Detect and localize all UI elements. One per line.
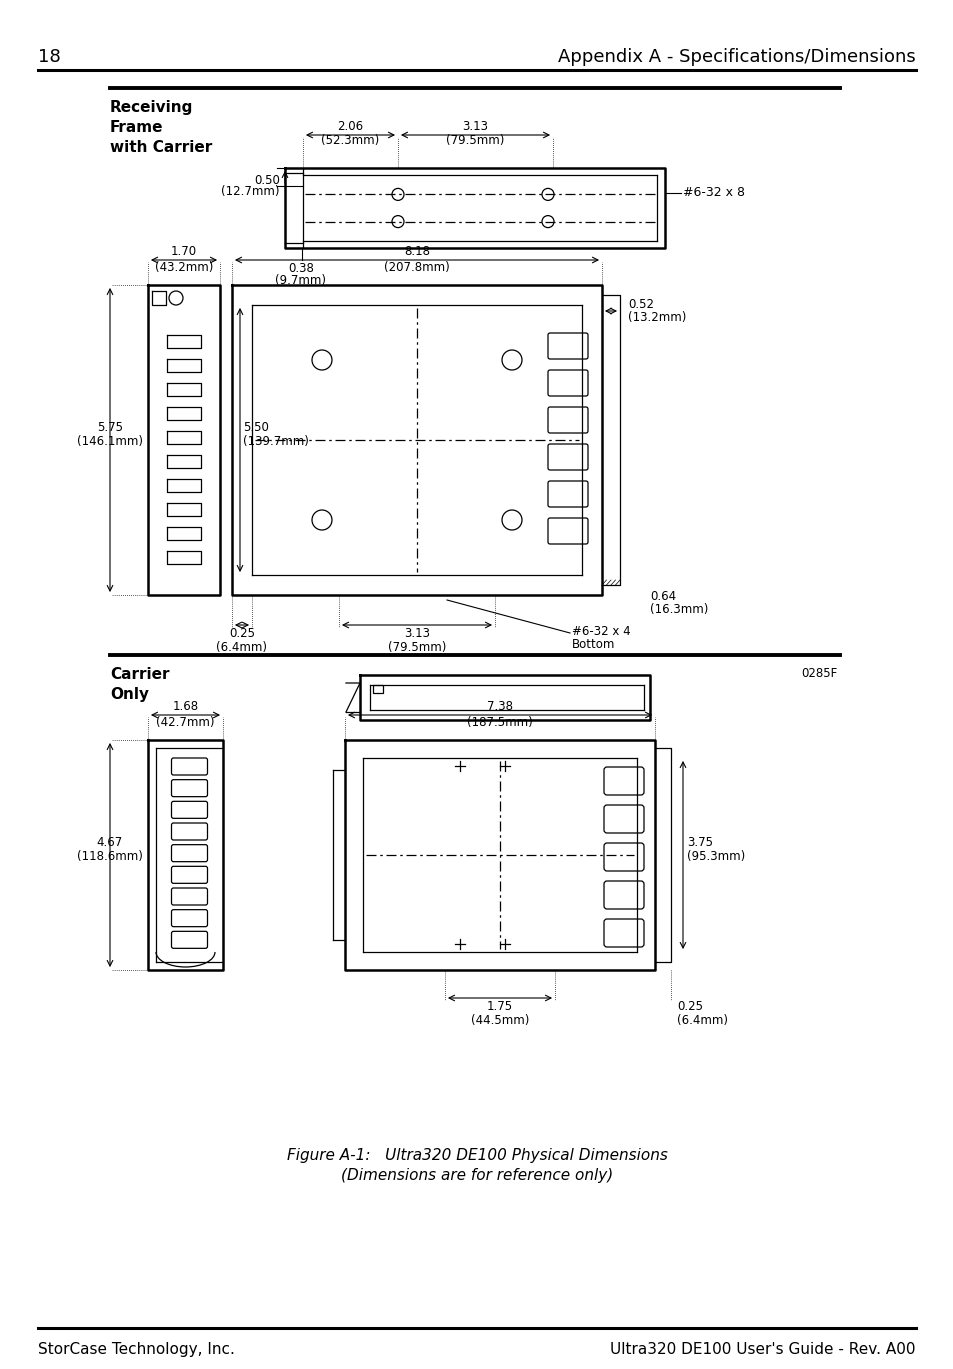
- Bar: [373, 684, 382, 693]
- Text: 3.13: 3.13: [462, 120, 488, 133]
- Text: 2.06: 2.06: [337, 120, 363, 133]
- Text: 0285F: 0285F: [801, 667, 837, 680]
- Text: 7.38: 7.38: [486, 700, 513, 713]
- Text: (79.5mm): (79.5mm): [446, 134, 504, 146]
- Text: Bottom: Bottom: [572, 638, 615, 652]
- Text: (13.2mm): (13.2mm): [627, 312, 685, 324]
- Text: 0.64: 0.64: [649, 590, 676, 602]
- Text: #6-32 x 8: #6-32 x 8: [682, 186, 744, 200]
- Text: 0.25: 0.25: [229, 627, 254, 639]
- Text: 4.67: 4.67: [97, 836, 123, 849]
- Text: (44.5mm): (44.5mm): [471, 1014, 529, 1027]
- Text: (187.5mm): (187.5mm): [467, 716, 533, 730]
- Text: 8.18: 8.18: [403, 245, 430, 257]
- Text: 1.68: 1.68: [172, 700, 198, 713]
- Text: (139.7mm): (139.7mm): [243, 435, 309, 448]
- Text: (43.2mm): (43.2mm): [154, 261, 213, 274]
- Text: (118.6mm): (118.6mm): [77, 850, 143, 862]
- Text: (42.7mm): (42.7mm): [156, 716, 214, 730]
- Text: (79.5mm): (79.5mm): [388, 641, 446, 654]
- Text: StorCase Technology, Inc.: StorCase Technology, Inc.: [38, 1342, 234, 1357]
- Text: (95.3mm): (95.3mm): [686, 850, 744, 862]
- Text: 0.38: 0.38: [288, 261, 314, 275]
- Text: 0.52: 0.52: [627, 298, 654, 312]
- Text: (12.7mm): (12.7mm): [221, 186, 280, 199]
- Text: (16.3mm): (16.3mm): [649, 602, 708, 616]
- Text: Figure A-1:   Ultra320 DE100 Physical Dimensions: Figure A-1: Ultra320 DE100 Physical Dime…: [286, 1149, 667, 1164]
- Text: 1.75: 1.75: [486, 999, 513, 1013]
- Text: 5.50: 5.50: [243, 422, 269, 434]
- Text: (6.4mm): (6.4mm): [677, 1014, 727, 1027]
- Text: 1.70: 1.70: [171, 245, 197, 257]
- Text: 0.50: 0.50: [253, 174, 280, 186]
- Text: 0.25: 0.25: [677, 999, 702, 1013]
- Text: Appendix A - Specifications/Dimensions: Appendix A - Specifications/Dimensions: [558, 48, 915, 66]
- Text: #6-32 x 4: #6-32 x 4: [572, 626, 630, 638]
- Text: 3.75: 3.75: [686, 836, 712, 849]
- Text: (6.4mm): (6.4mm): [216, 641, 267, 654]
- Text: Carrier
Only: Carrier Only: [110, 667, 170, 702]
- Text: (9.7mm): (9.7mm): [275, 274, 326, 287]
- Text: Receiving
Frame
with Carrier: Receiving Frame with Carrier: [110, 100, 212, 155]
- Text: (146.1mm): (146.1mm): [77, 435, 143, 448]
- Text: 18: 18: [38, 48, 61, 66]
- Text: 3.13: 3.13: [403, 627, 430, 639]
- Text: (52.3mm): (52.3mm): [321, 134, 379, 146]
- Text: Ultra320 DE100 User's Guide - Rev. A00: Ultra320 DE100 User's Guide - Rev. A00: [610, 1342, 915, 1357]
- Text: (207.8mm): (207.8mm): [384, 261, 450, 274]
- Text: 5.75: 5.75: [97, 422, 123, 434]
- Text: (Dimensions are for reference only): (Dimensions are for reference only): [340, 1168, 613, 1183]
